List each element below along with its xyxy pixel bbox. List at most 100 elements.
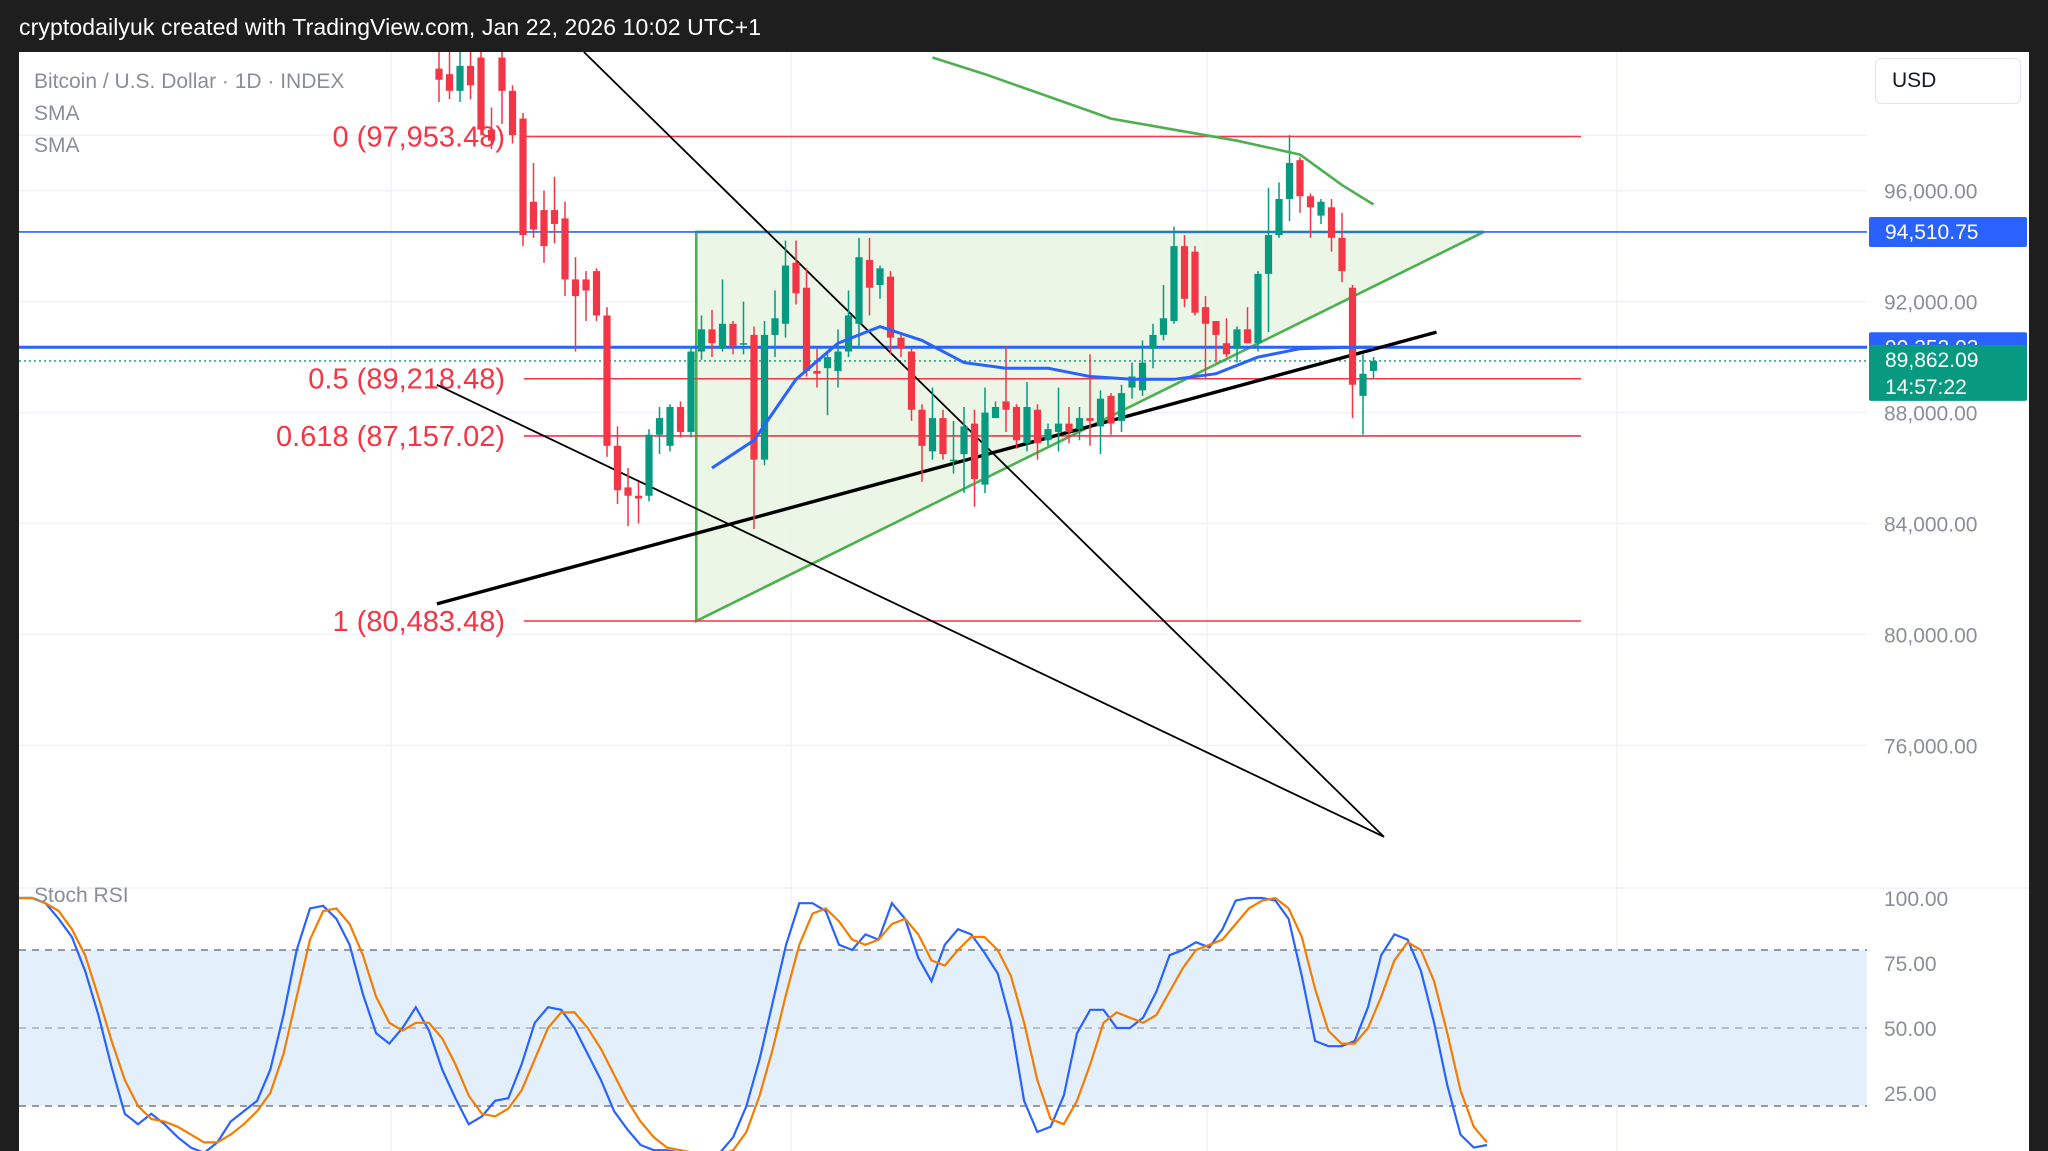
candle	[1159, 284, 1168, 341]
candle	[1012, 404, 1021, 449]
candle	[760, 321, 769, 466]
symbol-title[interactable]: Bitcoin / U.S. Dollar · 1D · INDEX	[34, 70, 345, 93]
candle	[771, 290, 779, 358]
stoch-rsi-legend[interactable]: Stoch RSI	[34, 884, 129, 907]
candle-body	[1275, 198, 1283, 236]
candle-body	[1359, 373, 1367, 396]
price-tag-value: 94,510.75	[1885, 221, 1978, 244]
candle-body	[834, 351, 842, 371]
price-axis-label: 96,000.00	[1884, 181, 1977, 204]
candle	[876, 265, 884, 299]
stoch-axis-label: 75.00	[1884, 953, 1937, 976]
candle-body	[1191, 251, 1199, 313]
candle-body	[981, 412, 989, 485]
candle	[561, 201, 569, 297]
candle-body	[1117, 393, 1126, 421]
candle	[435, 52, 443, 102]
currency-button[interactable]: USD	[1875, 58, 2021, 104]
candle-body	[435, 68, 443, 80]
candle-body	[655, 418, 664, 435]
candle	[1075, 406, 1084, 441]
candle	[666, 404, 674, 452]
candle-body	[760, 334, 769, 460]
candle	[655, 406, 664, 455]
candle-body	[498, 57, 506, 91]
chart-canvas[interactable]: 0 (97,953.48) 0.5 (89,218.48) 0.618 (87,15…	[19, 52, 2029, 1151]
candle	[907, 348, 916, 421]
candle-body	[771, 318, 779, 335]
candle	[550, 176, 559, 244]
candle	[1243, 307, 1252, 344]
candle	[1285, 135, 1294, 222]
candle	[445, 52, 454, 100]
candle	[928, 387, 937, 460]
candle-body	[676, 406, 685, 432]
candle	[1023, 382, 1031, 452]
stoch-d-line	[19, 896, 1488, 1151]
candle-body	[802, 287, 811, 371]
candle-body	[718, 323, 727, 349]
price-tag-value: 89,862.09	[1885, 349, 1978, 372]
candle-body	[477, 57, 485, 130]
candle-body	[1296, 160, 1304, 197]
candle	[834, 329, 842, 388]
sma-slow-line	[932, 56, 1375, 206]
candle-body	[456, 65, 464, 91]
candle-body	[687, 351, 695, 432]
candle	[613, 426, 622, 505]
candle-body	[1107, 395, 1115, 424]
candle-body	[708, 329, 716, 344]
candle-body	[1180, 246, 1189, 299]
candle-body	[1065, 423, 1073, 432]
candle	[823, 354, 832, 416]
candle-body	[1023, 406, 1031, 444]
candle	[1275, 182, 1283, 238]
sma-legend-2[interactable]: SMA	[34, 134, 80, 157]
candle-body	[1012, 406, 1021, 441]
candle-body	[1033, 409, 1042, 444]
candle-body	[1264, 235, 1273, 274]
candle	[540, 190, 548, 263]
candle-body	[1159, 318, 1168, 335]
candle-body	[592, 271, 601, 316]
candle-body	[991, 406, 1000, 419]
candle-body	[487, 129, 496, 141]
candle-body	[949, 459, 958, 462]
candle	[1044, 423, 1052, 446]
candle-body	[970, 423, 979, 480]
candle-body	[1086, 418, 1094, 421]
candle	[1212, 321, 1220, 363]
candle	[855, 237, 863, 349]
candle-body	[907, 351, 916, 410]
fib-level-label: 0 (97,953.48)	[332, 121, 505, 153]
candle	[1359, 354, 1367, 435]
candle	[519, 113, 527, 247]
candle	[466, 52, 475, 100]
candle	[1296, 157, 1304, 213]
candle-body	[1170, 246, 1178, 322]
candle-body	[792, 262, 800, 294]
trendline	[436, 383, 1385, 838]
candle-body	[540, 210, 548, 247]
candle-body	[571, 279, 580, 297]
candle-body	[928, 418, 937, 452]
candle	[792, 240, 800, 305]
candle	[1096, 390, 1105, 455]
chart-area[interactable]: 0 (97,953.48) 0.5 (89,218.48) 0.618 (87,15…	[19, 52, 2029, 1151]
candle-body	[1369, 360, 1378, 371]
price-tag	[1869, 344, 2027, 401]
candle	[1170, 226, 1178, 324]
candle	[1327, 198, 1336, 252]
candle	[781, 240, 790, 338]
candle	[1033, 404, 1042, 460]
candle-body	[529, 201, 538, 230]
sma-legend-1[interactable]: SMA	[34, 102, 80, 125]
candle-body	[1096, 398, 1105, 427]
candle-body	[813, 370, 821, 374]
candle-body	[1338, 237, 1346, 272]
candle	[1117, 384, 1126, 432]
candle-body	[1138, 362, 1147, 391]
candle	[571, 257, 580, 352]
candle-body	[645, 434, 653, 496]
candle	[970, 409, 979, 507]
